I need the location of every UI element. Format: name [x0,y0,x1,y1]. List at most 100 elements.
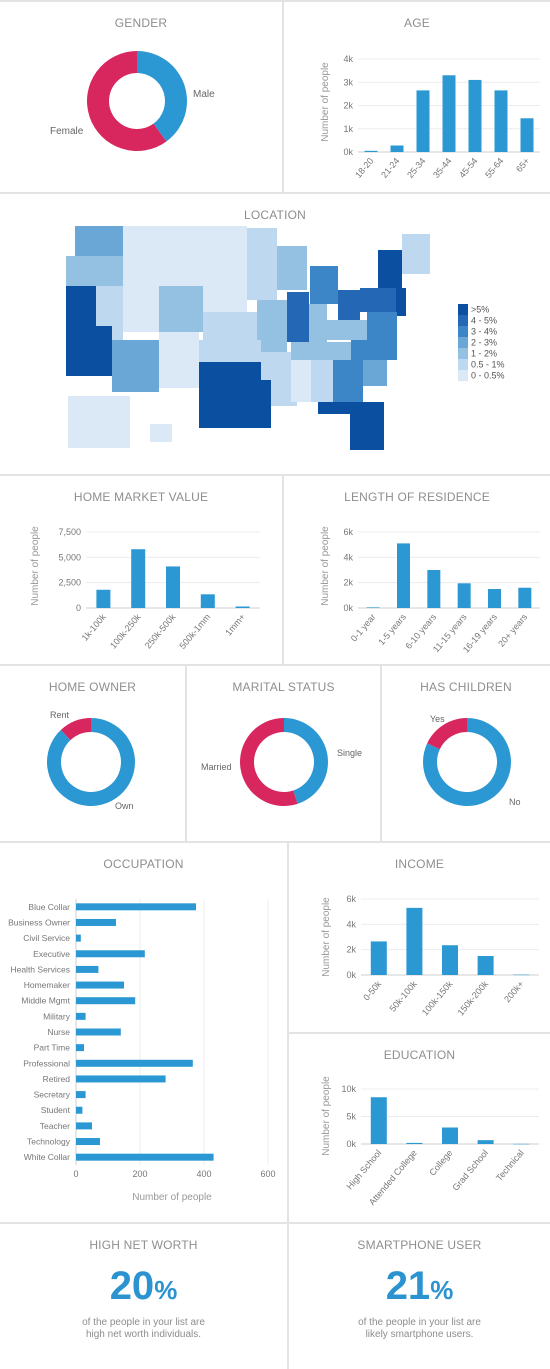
residence-panel: LENGTH OF RESIDENCE 0k 2k 4k 6k 0-1 year 1-5 … [284,476,550,664]
residence-title: LENGTH OF RESIDENCE [344,490,490,504]
age-y-axis-label: Number of people [320,62,331,142]
home-owner-slice-rent [60,718,91,741]
occupation-bar [76,934,81,942]
age-x-tick: 45-54 [457,156,479,180]
home-value-bar [200,594,215,608]
income-bar [513,974,530,976]
state-nd [203,226,247,254]
divider [0,0,550,2]
age-bar [390,145,404,152]
state-wa [75,226,123,256]
state-hi [150,424,172,442]
marital-slice-single [284,718,328,804]
home-value-x-tick: 1mm+ [223,612,247,638]
residence-y-axis-label: Number of people [320,526,331,606]
legend-label: 0 - 0.5% [471,371,505,381]
gender-slice-male [137,51,187,142]
divider [289,1032,550,1034]
home-value-x-tick: 100k-250k [108,611,143,650]
legend-swatch [458,359,468,370]
state-ks [203,312,257,340]
occupation-y-tick: Technology [27,1137,71,1147]
home-owner-donut-chart: Own Rent [47,710,135,811]
children-no-label: No [509,797,521,807]
children-slice-no [423,718,511,806]
home-value-panel: HOME MARKET VALUE 0 2,500 5,000 7,500 1k-100… [0,476,282,664]
net-worth-caption-line1: of the people in your list are [82,1317,205,1328]
age-bar-chart: 0k 1k 2k 3k 4k 18-20 21-24 25-34 35-44 45-54 55-64… [320,54,540,180]
residence-bar [457,583,471,608]
age-x-tick: 55-64 [483,156,505,180]
smartphone-panel: SMARTPHONE USER 21% of the people in you… [289,1224,550,1369]
divider [282,474,284,664]
legend-swatch [458,370,468,381]
state-ar [261,352,291,380]
children-yes-label: Yes [430,714,445,724]
income-y-tick: 0k [346,970,356,980]
state-nj [396,288,406,316]
smartphone-caption-line1: of the people in your list are [358,1317,481,1328]
state-sd [203,254,247,284]
income-x-tick: 50k-100k [387,978,419,1013]
education-x-tick: High School [344,1148,383,1192]
divider [380,664,382,841]
education-bar [513,1143,530,1145]
occupation-y-tick: Middle Mgmt [21,996,70,1006]
residence-x-tick: 0-1 year [349,612,378,644]
income-bar [442,945,458,975]
net-worth-value: 20 [109,1264,155,1308]
gender-slice-female [86,51,167,151]
state-co [159,286,203,332]
home-owner-slice-own [47,718,135,806]
marital-married-label: Married [201,762,232,772]
occupation-y-tick: Professional [23,1058,70,1068]
occupation-bar [76,1153,214,1161]
occupation-bar [76,1138,100,1146]
state-ms [291,360,311,402]
income-title: INCOME [394,857,445,871]
home-value-bar [235,606,250,608]
net-worth-unit: % [154,1275,178,1305]
home-value-y-tick: 0 [76,603,81,613]
education-bar [370,1097,387,1144]
marital-slice-married [240,718,298,806]
income-bar [477,956,494,975]
income-x-tick: 0-50k [361,978,383,1002]
state-va-md [367,312,397,342]
occupation-y-tick: Nurse [47,1027,70,1037]
state-ga [333,360,363,402]
home-value-bar-chart: 0 2,500 5,000 7,500 1k-100k 100k-250k 250k-500… [30,526,260,651]
divider [287,841,289,1369]
occupation-bar [76,1028,121,1036]
children-donut-chart: No Yes [423,714,521,807]
state-ne [203,284,247,312]
income-x-tick: 200k+ [502,979,526,1004]
occupation-y-tick: Blue Collar [28,902,70,912]
home-value-bar [166,566,180,608]
net-worth-title: HIGH NET WORTH [89,1238,198,1252]
state-mn [247,228,277,268]
state-pa [360,288,396,312]
occupation-bar-chart: 0 200 400 600 Blue Collar Business Owner Civil… [8,899,276,1203]
age-bar [442,75,456,152]
occupation-bar [76,997,136,1005]
residence-y-tick: 0k [343,603,353,613]
state-tn [291,342,351,360]
income-y-tick: 2k [346,945,356,955]
smartphone-stat: 21% [289,1264,550,1309]
occupation-y-tick: Teacher [40,1121,70,1131]
legend-label: >5% [471,305,489,315]
state-oh [338,290,360,320]
state-ut [123,286,159,332]
state-in [309,304,327,342]
age-bar [364,150,378,152]
education-bar [477,1140,494,1144]
occupation-y-tick: Business Owner [8,917,70,927]
marital-single-label: Single [337,748,362,758]
occupation-y-tick: Secretary [34,1090,71,1100]
state-il [287,292,309,342]
age-y-tick: 3k [343,77,353,87]
home-value-y-tick: 5,000 [58,552,81,562]
occupation-bar [76,1059,193,1067]
